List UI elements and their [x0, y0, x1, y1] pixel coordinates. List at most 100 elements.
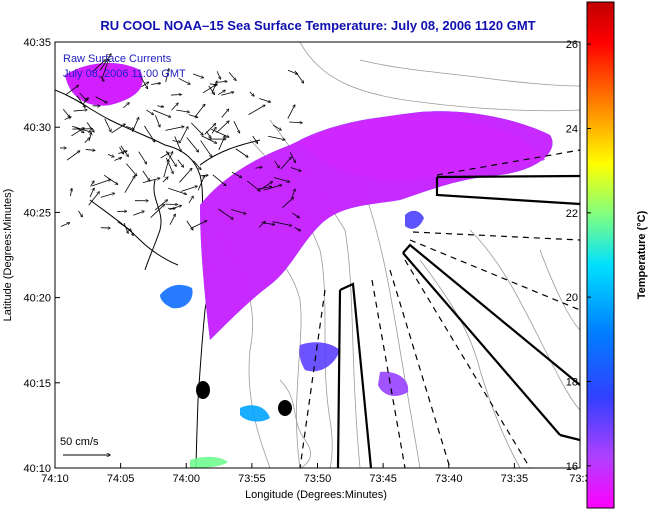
current-vector: [211, 81, 217, 94]
current-vector: [258, 221, 265, 228]
coastline-path: [89, 199, 179, 266]
legend-line-2: July 08, 2006 11:00 GMT: [63, 68, 186, 80]
current-vector: [169, 152, 172, 159]
x-tick-label: 73:35: [501, 473, 529, 485]
current-vector: [165, 69, 169, 83]
current-vector: [60, 223, 70, 227]
current-vector: [246, 180, 260, 191]
current-vector: [194, 104, 205, 118]
contour-line: [419, 259, 521, 468]
current-vector: [221, 92, 233, 96]
current-vector: [133, 211, 144, 216]
current-vector: [273, 177, 290, 182]
contour-line: [539, 249, 580, 331]
current-vector: [191, 122, 203, 135]
current-vector: [165, 157, 173, 174]
current-vector: [248, 105, 265, 115]
current-vector: [263, 185, 282, 191]
survey-box-line: [435, 177, 580, 206]
contour-line: [299, 42, 580, 112]
survey-dash: [436, 149, 580, 176]
current-vector: [117, 221, 132, 231]
survey-dash: [299, 289, 326, 468]
current-vector: [95, 96, 107, 103]
current-vector: [111, 124, 126, 134]
current-vector: [217, 81, 227, 82]
current-vector: [155, 115, 159, 126]
current-vector: [292, 212, 299, 218]
y-tick-label: 40:25: [23, 207, 51, 219]
colorbar-tick-label: 16: [566, 461, 578, 473]
current-vector: [282, 198, 293, 208]
sst-region: [160, 284, 193, 309]
current-vector: [119, 147, 124, 154]
current-vector: [193, 160, 201, 170]
sst-region: [299, 342, 340, 372]
contour-line: [469, 229, 580, 411]
current-vector: [221, 109, 229, 118]
current-vector: [88, 192, 100, 206]
current-vector: [114, 158, 121, 161]
current-vector: [107, 154, 114, 156]
current-vector: [197, 176, 204, 191]
current-vector: [85, 149, 95, 150]
current-vector: [153, 109, 170, 117]
current-vector: [211, 127, 216, 134]
current-vector: [65, 85, 79, 96]
y-tick-label: 40:35: [23, 37, 51, 49]
current-vector: [294, 227, 300, 230]
current-vector: [154, 200, 167, 211]
current-vector: [160, 153, 169, 159]
buoy-marker: [278, 400, 292, 416]
x-tick-label: 74:10: [41, 473, 69, 485]
current-vector: [72, 125, 91, 132]
current-vector: [142, 170, 150, 181]
current-vector: [89, 188, 94, 198]
current-vector: [126, 126, 134, 129]
survey-dash: [371, 279, 406, 468]
current-vector: [261, 222, 275, 225]
current-vector: [272, 221, 292, 226]
survey-box-line: [436, 174, 580, 179]
current-vector: [92, 180, 110, 187]
current-vector: [272, 124, 281, 130]
current-vector: [174, 136, 181, 151]
current-vector: [141, 82, 149, 88]
survey-box-line: [402, 252, 561, 436]
y-tick-label: 40:20: [23, 293, 51, 305]
current-vector: [131, 117, 138, 132]
current-vector: [204, 124, 216, 135]
x-tick-label: 73:50: [304, 473, 332, 485]
survey-dash: [404, 259, 531, 468]
current-vector: [73, 110, 87, 111]
scale-label: 50 cm/s: [60, 436, 99, 448]
current-vector: [252, 135, 258, 143]
survey-dash: [409, 239, 580, 311]
colorbar-tick-label: 18: [566, 377, 578, 389]
legend-line-1: Raw Surface Currents: [63, 53, 172, 65]
current-vector: [249, 91, 254, 96]
current-vector: [212, 174, 226, 186]
sst-region: [65, 63, 143, 106]
sst-region: [240, 405, 270, 422]
sst-data: [65, 63, 553, 468]
current-vector: [255, 167, 262, 168]
current-vector: [82, 98, 88, 105]
survey-tracks: [299, 149, 580, 468]
current-vector: [294, 70, 304, 83]
y-axis: 40:10 40:15 40:20 40:25 40:30 40:35: [23, 37, 60, 475]
survey-box-line: [559, 433, 580, 442]
sst-region: [300, 115, 545, 181]
current-vector: [104, 118, 111, 132]
buoy-marker: [196, 381, 210, 399]
current-vector: [162, 177, 168, 183]
current-vector: [290, 167, 301, 170]
current-vector: [144, 125, 154, 142]
current-vector: [206, 131, 210, 138]
current-vector: [138, 74, 147, 88]
colorbar-tick-label: 24: [566, 124, 578, 136]
current-vector: [235, 148, 248, 157]
y-tick-label: 40:30: [23, 122, 51, 134]
current-vector: [200, 140, 212, 157]
x-axis: 74:10 74:05 74:00 73:55 73:50 73:45 73:40 73:35…: [41, 463, 591, 485]
